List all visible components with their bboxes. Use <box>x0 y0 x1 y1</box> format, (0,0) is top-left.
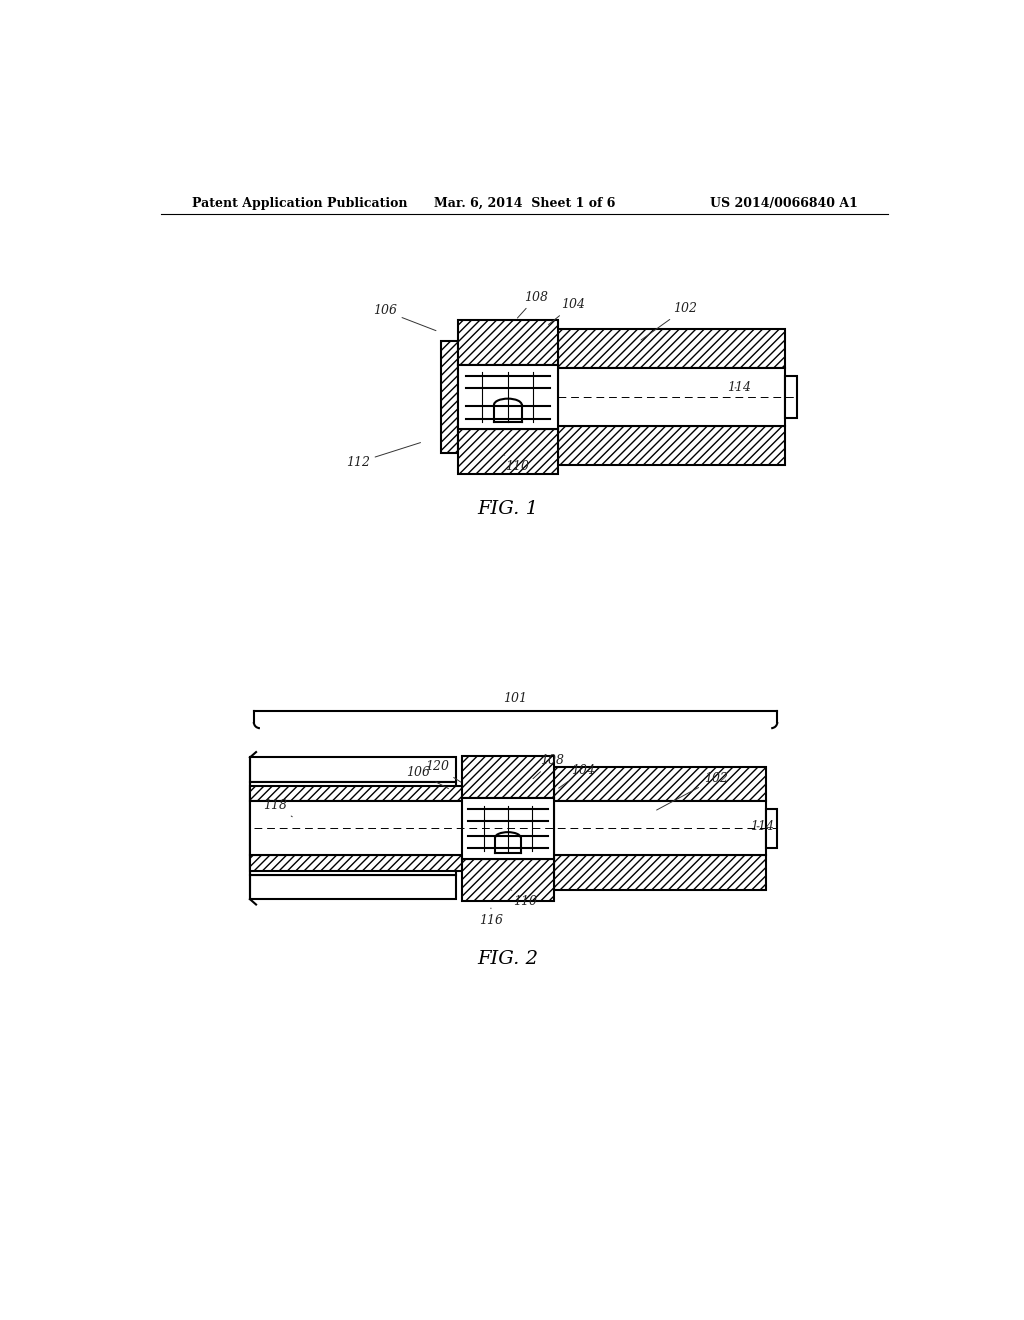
Text: 104: 104 <box>559 764 595 788</box>
Bar <box>558 330 785 368</box>
Bar <box>554 801 766 855</box>
Text: 108: 108 <box>517 290 548 318</box>
Text: 108: 108 <box>534 754 564 779</box>
Text: Patent Application Publication: Patent Application Publication <box>193 197 408 210</box>
Bar <box>785 376 798 418</box>
Text: 106: 106 <box>407 767 449 788</box>
Bar <box>558 368 785 426</box>
Text: 102: 102 <box>641 302 697 341</box>
Text: FIG. 1: FIG. 1 <box>477 500 539 517</box>
Text: US 2014/0066840 A1: US 2014/0066840 A1 <box>710 197 857 210</box>
Bar <box>554 767 766 801</box>
Text: 106: 106 <box>373 305 436 330</box>
Text: FIG. 2: FIG. 2 <box>477 950 539 968</box>
Bar <box>250 855 465 871</box>
Text: 110: 110 <box>512 890 537 908</box>
Text: 116: 116 <box>479 908 503 927</box>
Text: 120: 120 <box>425 760 461 783</box>
Text: 112: 112 <box>346 442 421 469</box>
Text: 114: 114 <box>727 381 751 395</box>
Bar <box>250 781 456 874</box>
Bar <box>462 756 554 797</box>
Bar <box>441 342 458 453</box>
Bar <box>458 429 558 474</box>
Bar <box>462 797 554 859</box>
Text: 118: 118 <box>263 799 292 817</box>
Bar <box>458 364 558 429</box>
Bar <box>250 874 456 899</box>
Text: 102: 102 <box>656 772 728 810</box>
Text: Mar. 6, 2014  Sheet 1 of 6: Mar. 6, 2014 Sheet 1 of 6 <box>434 197 615 210</box>
Bar <box>766 809 777 847</box>
Bar <box>554 855 766 890</box>
Text: 104: 104 <box>549 298 586 325</box>
Bar <box>250 785 465 801</box>
Bar <box>458 321 558 364</box>
Text: 101: 101 <box>504 693 527 705</box>
Bar <box>558 426 785 465</box>
Bar <box>462 859 554 900</box>
Text: 114: 114 <box>750 820 774 833</box>
Bar <box>250 758 456 781</box>
Text: 110: 110 <box>504 454 529 473</box>
Bar <box>250 801 465 855</box>
